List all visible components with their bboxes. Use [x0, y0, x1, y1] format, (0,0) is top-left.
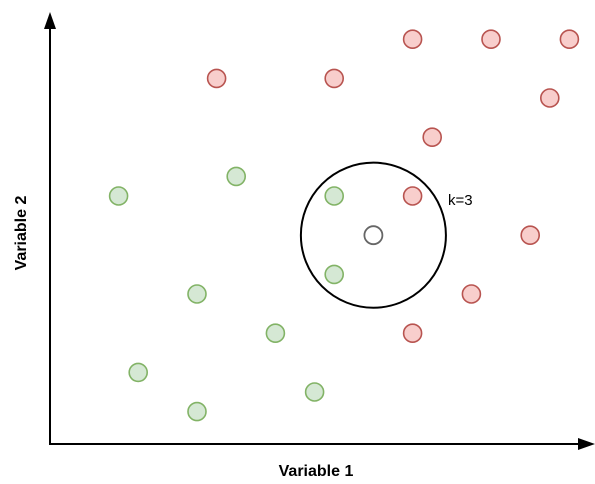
green-point-3 [324, 186, 345, 206]
green-point-5 [187, 284, 207, 304]
red-point-8 [402, 186, 423, 206]
green-point-1 [108, 186, 129, 206]
query-point [363, 225, 384, 246]
red-point-4 [206, 68, 227, 89]
green-point-8 [304, 382, 325, 402]
x-axis-title: Variable 1 [279, 463, 354, 480]
red-point-5 [324, 68, 345, 89]
green-point-6 [265, 323, 286, 344]
neighborhood-layer [299, 161, 447, 309]
k-annotation: k=3 [448, 192, 473, 209]
red-point-11 [402, 323, 423, 344]
points-layer [108, 29, 580, 422]
green-point-7 [128, 362, 148, 383]
neighborhood-circle [299, 161, 447, 309]
green-point-2 [226, 166, 246, 187]
y-axis-title: Variable 2 [13, 196, 30, 271]
y-axis-arrowhead [44, 12, 56, 29]
red-point-6 [539, 88, 560, 108]
axes [44, 12, 595, 450]
red-point-1 [402, 29, 423, 50]
red-point-10 [461, 284, 482, 304]
red-point-9 [520, 225, 541, 245]
red-point-7 [422, 127, 443, 147]
green-point-4 [324, 264, 345, 285]
green-point-9 [187, 401, 207, 422]
red-point-3 [559, 29, 580, 50]
x-axis-arrowhead [578, 438, 595, 450]
red-point-2 [481, 29, 501, 50]
